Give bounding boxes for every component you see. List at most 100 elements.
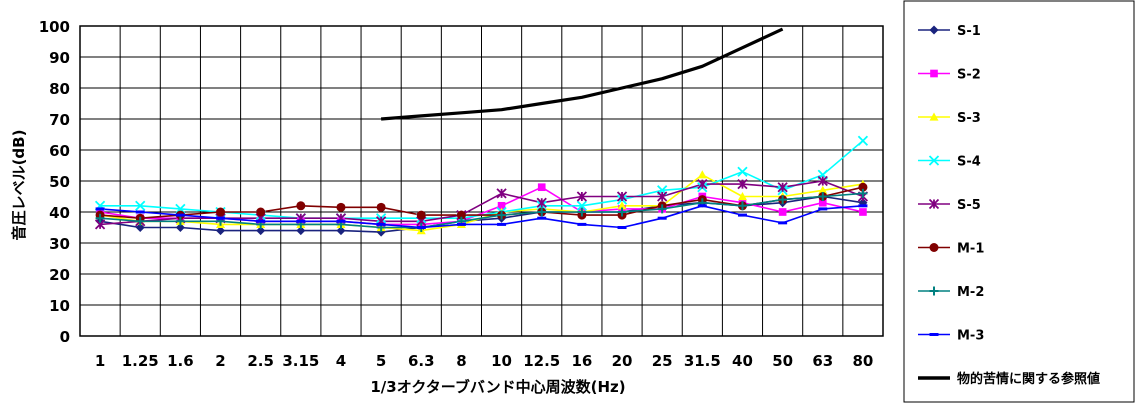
series-markers — [94, 135, 869, 237]
data-point — [456, 222, 466, 226]
data-point — [296, 201, 306, 211]
data-point — [216, 216, 226, 220]
y-tick-label: 60 — [49, 142, 70, 160]
legend-label: S-2 — [957, 68, 981, 83]
data-point — [858, 204, 868, 208]
data-point — [778, 195, 788, 205]
data-point — [616, 191, 628, 202]
data-point — [456, 210, 466, 220]
x-tick-label: 25 — [652, 352, 673, 370]
data-point — [537, 183, 546, 192]
data-point — [296, 219, 306, 223]
y-tick-label: 80 — [49, 80, 70, 98]
series-line-M-3 — [100, 205, 863, 229]
x-tick-label: 1 — [95, 352, 105, 370]
x-tick-label: 3.15 — [282, 352, 319, 370]
data-point — [577, 222, 587, 226]
data-point — [818, 192, 828, 201]
data-point — [175, 216, 185, 226]
data-point — [537, 216, 547, 220]
series-lines — [99, 27, 864, 233]
y-tick-label: 50 — [49, 173, 70, 191]
x-tick-label: 10 — [491, 352, 512, 370]
y-tick-label: 90 — [49, 49, 70, 67]
data-point — [336, 202, 346, 212]
y-tick-label: 10 — [49, 297, 70, 315]
data-point — [336, 226, 346, 236]
data-point — [576, 200, 588, 211]
data-point — [95, 213, 105, 223]
data-point — [859, 208, 867, 216]
x-tick-label: 63 — [812, 352, 833, 370]
data-point — [818, 185, 828, 194]
data-point — [497, 222, 507, 226]
data-point — [737, 178, 748, 190]
data-point — [536, 197, 547, 208]
legend-label: M-2 — [957, 285, 984, 300]
data-point — [216, 226, 226, 236]
x-tick-label: 1.25 — [122, 352, 159, 370]
x-tick-label: 4 — [336, 352, 346, 370]
data-point — [416, 226, 426, 229]
data-point — [737, 201, 747, 211]
legend-marker — [929, 333, 939, 336]
data-point — [858, 188, 868, 198]
data-point — [135, 223, 145, 232]
y-tick-label: 30 — [49, 235, 70, 253]
data-point — [537, 207, 547, 217]
data-point — [496, 188, 507, 199]
series-line-M-2 — [100, 192, 863, 229]
data-point — [777, 182, 788, 193]
y-tick-label: 70 — [49, 111, 70, 129]
data-point — [697, 204, 707, 208]
data-point — [657, 204, 667, 214]
data-point — [376, 202, 386, 212]
data-point — [95, 207, 105, 211]
data-point — [817, 175, 828, 187]
data-point — [657, 216, 667, 220]
series-line-物的苦情に関する参照値 — [380, 27, 784, 121]
data-point — [175, 213, 185, 217]
x-tick-label: 5 — [376, 352, 386, 370]
legend-box — [903, 0, 1135, 403]
data-point — [778, 208, 787, 216]
x-tick-label: 16 — [571, 352, 592, 370]
x-tick-label: 6.3 — [408, 352, 435, 370]
grid — [79, 25, 884, 337]
legend-label: S-3 — [957, 111, 981, 126]
data-point — [416, 210, 426, 220]
y-tick-label: 100 — [39, 18, 70, 36]
data-point — [256, 226, 266, 236]
x-tick-label: 1.6 — [167, 352, 194, 370]
data-point — [617, 207, 627, 217]
x-axis-label: 1/3オクターブバンド中心周波数(Hz) — [370, 378, 625, 396]
x-tick-label: 40 — [732, 352, 753, 370]
data-point — [135, 200, 146, 211]
data-point — [697, 178, 708, 190]
data-point — [697, 170, 707, 179]
legend-label: 物的苦情に関する参照値 — [957, 371, 1100, 387]
data-point — [576, 191, 588, 202]
data-point — [336, 219, 346, 223]
data-point — [256, 207, 266, 217]
x-tick-label: 8 — [456, 352, 466, 370]
x-tick-label: 2 — [215, 352, 225, 370]
x-tick-label: 50 — [772, 352, 793, 370]
data-point — [577, 207, 587, 217]
data-point — [737, 166, 748, 177]
x-tick-label: 31.5 — [684, 352, 721, 370]
x-axis: 1 1.25 1.6 2 2.5 3.15 4 5 6.3 8 10 12.5 16 20 25 31.5 40… — [95, 352, 874, 370]
legend-marker — [929, 286, 939, 296]
x-tick-label: 20 — [612, 352, 633, 370]
data-point — [857, 135, 869, 146]
y-tick-label: 0 — [60, 328, 70, 346]
data-point — [497, 210, 507, 220]
legend-label: S-5 — [957, 198, 981, 213]
data-point — [296, 226, 306, 236]
x-tick-label: 12.5 — [523, 352, 560, 370]
data-point — [657, 191, 668, 202]
data-point — [135, 216, 145, 226]
legend-marker — [928, 198, 940, 210]
data-point — [858, 182, 868, 192]
